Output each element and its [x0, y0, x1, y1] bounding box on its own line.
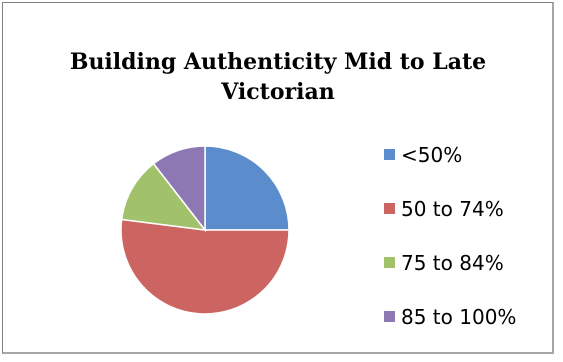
pie-slice-50-to-74: [120, 218, 290, 315]
legend-label-50-to-74: 50 to 74%: [401, 197, 504, 221]
legend-swatch-under-50: [384, 149, 395, 160]
legend-swatch-50-to-74: [384, 203, 395, 214]
pie-slice-75-to-84: [120, 162, 207, 231]
legend-label-under-50: <50%: [401, 143, 463, 167]
pie-chart: [120, 145, 290, 315]
legend-swatch-75-to-84: [384, 257, 395, 268]
chart-title: Building Authenticity Mid to Late Victor…: [43, 47, 513, 107]
pie-slice-under-50: [204, 145, 290, 231]
legend-swatch-85-to-100: [384, 311, 395, 322]
chart-title-line-1: Building Authenticity Mid to Late: [69, 49, 487, 75]
chart-area: Building Authenticity Mid to Late Victor…: [2, 2, 554, 354]
legend-label-85-to-100: 85 to 100%: [401, 305, 517, 329]
pie-slice-85-to-100: [152, 145, 206, 233]
legend-label-75-to-84: 75 to 84%: [401, 251, 504, 275]
chart-title-line-2: Victorian: [221, 79, 335, 105]
